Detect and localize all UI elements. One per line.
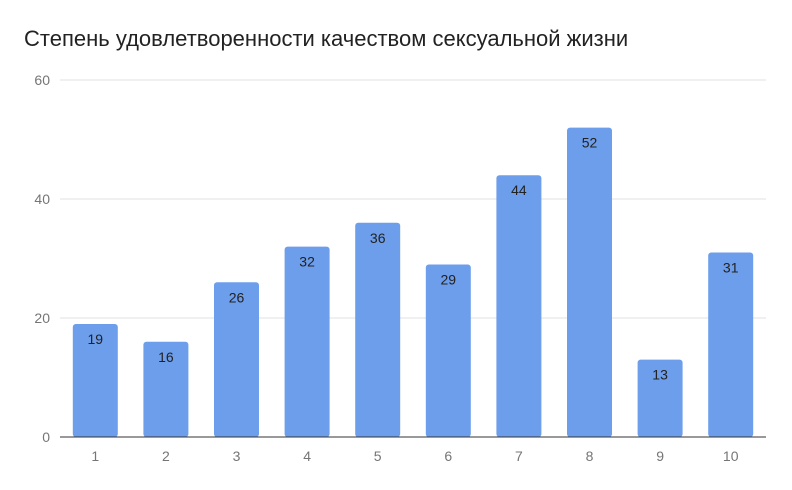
chart-title: Степень удовлетворенности качеством секс… [24,26,629,51]
y-axis-tick-labels: 0 20 40 60 [34,72,50,445]
x-tick-label-9: 9 [656,448,664,464]
y-tick-label-60: 60 [34,72,50,88]
data-labels: 19 16 26 32 36 29 44 52 13 31 [88,135,739,383]
bar-1 [72,323,118,437]
x-tick-label-6: 6 [444,448,452,464]
data-label-6: 29 [441,271,457,287]
bar-3 [214,282,259,437]
data-label-1: 19 [88,331,104,347]
x-tick-label-1: 1 [91,448,99,464]
data-label-7: 44 [511,182,527,198]
data-label-3: 26 [229,289,245,305]
x-axis-tick-labels: 1 2 3 4 5 6 7 8 9 10 [91,448,738,464]
gridlines [60,79,766,319]
x-tick-label-5: 5 [374,448,382,464]
y-tick-label-40: 40 [34,191,50,207]
data-label-9: 13 [652,367,668,383]
y-tick-label-20: 20 [34,310,50,326]
x-tick-label-10: 10 [723,448,739,464]
bar-7 [496,175,542,437]
x-tick-label-2: 2 [162,448,170,464]
x-tick-label-8: 8 [586,448,594,464]
bar-9 [637,359,683,437]
bar-10 [708,252,754,437]
data-label-2: 16 [158,349,174,365]
bar-5 [355,222,401,437]
bars [72,127,754,437]
bar-4 [284,246,330,437]
bar-6 [425,264,471,437]
bar-2 [143,341,189,437]
x-tick-label-7: 7 [515,448,523,464]
y-tick-label-0: 0 [42,429,50,445]
bar-8 [567,127,612,437]
data-label-8: 52 [582,135,598,151]
data-label-10: 31 [723,260,739,276]
x-tick-label-3: 3 [233,448,241,464]
data-label-5: 36 [370,230,386,246]
data-label-4: 32 [299,254,315,270]
x-tick-label-4: 4 [303,448,311,464]
